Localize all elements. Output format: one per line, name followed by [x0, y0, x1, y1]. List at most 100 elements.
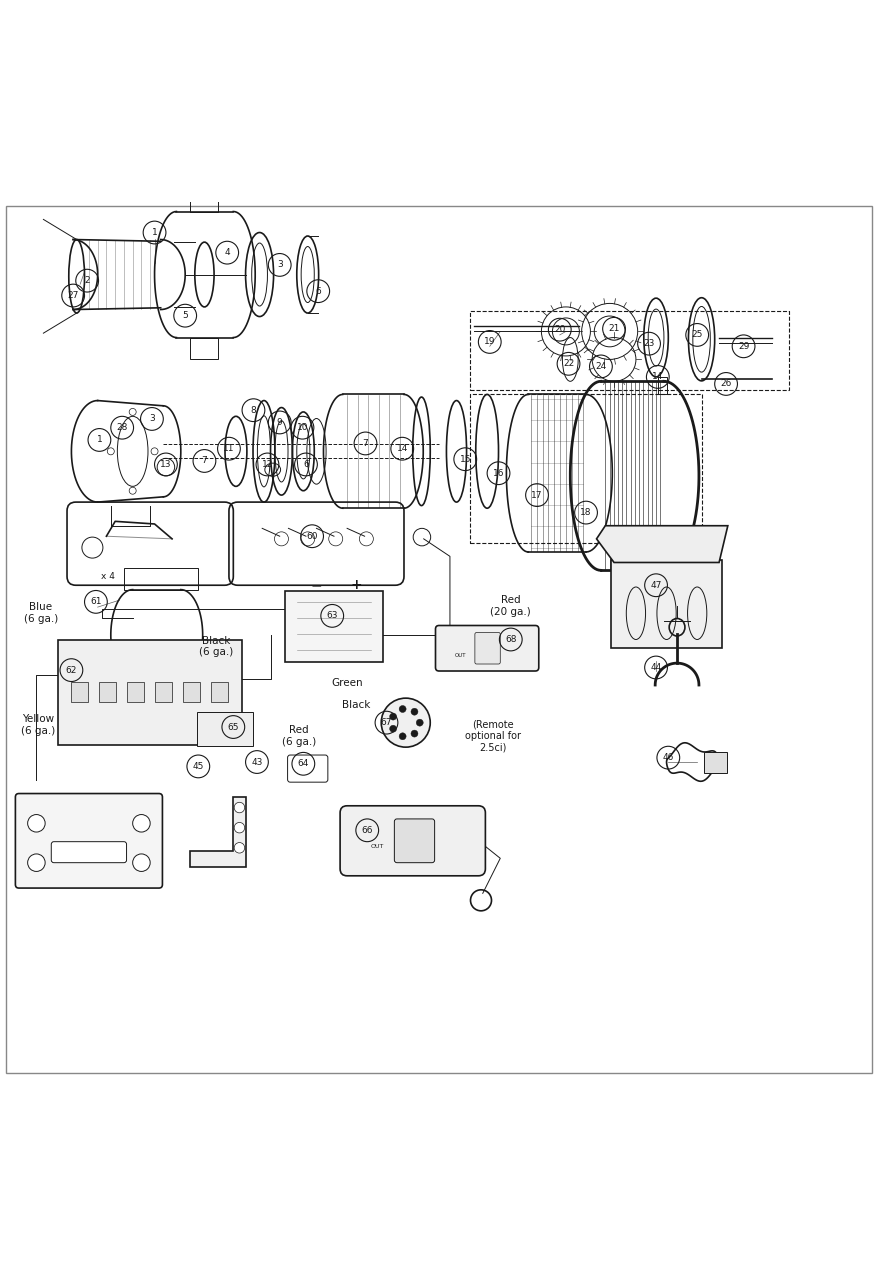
Text: Green: Green — [331, 678, 362, 688]
Text: OUT: OUT — [454, 654, 466, 657]
Text: 61: 61 — [90, 597, 102, 606]
Text: 26: 26 — [719, 380, 731, 389]
Text: 3: 3 — [149, 414, 154, 423]
Text: 2: 2 — [84, 276, 89, 285]
FancyBboxPatch shape — [285, 591, 382, 661]
Text: 9: 9 — [276, 418, 282, 427]
Circle shape — [129, 487, 136, 494]
FancyBboxPatch shape — [339, 806, 485, 876]
Text: IN: IN — [416, 830, 423, 835]
Circle shape — [399, 706, 406, 712]
Text: 28: 28 — [117, 423, 128, 432]
Text: Black: Black — [341, 700, 369, 710]
Text: Yellow
(6 ga.): Yellow (6 ga.) — [21, 715, 55, 737]
Text: 1: 1 — [152, 228, 157, 237]
Text: 11: 11 — [223, 444, 234, 453]
Circle shape — [27, 854, 45, 871]
Circle shape — [389, 725, 396, 732]
Text: 17: 17 — [531, 491, 542, 500]
Text: 22: 22 — [562, 359, 574, 368]
Circle shape — [151, 448, 158, 455]
FancyBboxPatch shape — [51, 842, 126, 862]
Text: 29: 29 — [737, 341, 748, 350]
Text: 14: 14 — [396, 444, 408, 453]
Text: 1: 1 — [96, 435, 103, 444]
Text: 21: 21 — [608, 325, 619, 334]
Text: 68: 68 — [504, 634, 516, 645]
Text: 62: 62 — [66, 665, 77, 674]
FancyBboxPatch shape — [610, 560, 721, 648]
Circle shape — [410, 709, 417, 715]
FancyBboxPatch shape — [394, 819, 434, 862]
Circle shape — [399, 733, 406, 739]
Circle shape — [381, 698, 430, 747]
FancyBboxPatch shape — [182, 683, 200, 702]
Text: 18: 18 — [580, 508, 591, 517]
Polygon shape — [595, 526, 727, 563]
Text: 64: 64 — [297, 760, 309, 769]
FancyBboxPatch shape — [98, 683, 116, 702]
Text: 10: 10 — [296, 423, 308, 432]
Circle shape — [410, 730, 417, 737]
FancyBboxPatch shape — [16, 793, 162, 888]
Text: Blue
(6 ga.): Blue (6 ga.) — [24, 602, 58, 624]
Text: 6: 6 — [315, 286, 321, 295]
Text: 7: 7 — [362, 439, 368, 448]
Text: IN: IN — [493, 640, 498, 645]
Text: 4: 4 — [225, 248, 230, 257]
Circle shape — [132, 815, 150, 833]
Text: 67: 67 — [381, 718, 392, 728]
Text: 43: 43 — [251, 757, 262, 766]
Text: 25: 25 — [691, 330, 702, 339]
Text: 6: 6 — [303, 460, 309, 469]
FancyBboxPatch shape — [435, 625, 538, 671]
Text: Red
(6 ga.): Red (6 ga.) — [282, 725, 316, 747]
FancyBboxPatch shape — [210, 683, 228, 702]
Circle shape — [416, 719, 423, 726]
Circle shape — [234, 802, 245, 812]
Text: 45: 45 — [192, 762, 203, 771]
Text: 66: 66 — [361, 826, 373, 835]
FancyBboxPatch shape — [154, 683, 172, 702]
Text: 12: 12 — [261, 460, 273, 469]
Text: 44: 44 — [650, 663, 661, 671]
Text: 63: 63 — [326, 611, 338, 620]
Text: 23: 23 — [643, 339, 654, 348]
Text: 5: 5 — [182, 311, 188, 320]
Text: 24: 24 — [595, 362, 606, 371]
Text: 20: 20 — [553, 325, 565, 334]
Circle shape — [234, 843, 245, 853]
Circle shape — [129, 408, 136, 416]
Polygon shape — [189, 797, 246, 867]
Circle shape — [27, 815, 45, 833]
Text: Black
(6 ga.): Black (6 ga.) — [198, 636, 232, 657]
Text: 15: 15 — [459, 455, 470, 464]
Text: 14: 14 — [652, 372, 663, 381]
FancyBboxPatch shape — [58, 640, 242, 744]
Text: 27: 27 — [68, 292, 79, 301]
FancyBboxPatch shape — [126, 683, 144, 702]
Circle shape — [107, 448, 114, 455]
Text: 16: 16 — [492, 468, 503, 478]
Text: 19: 19 — [483, 338, 495, 347]
Text: 60: 60 — [306, 532, 317, 541]
FancyBboxPatch shape — [703, 752, 726, 773]
Text: 8: 8 — [250, 405, 256, 414]
Text: 46: 46 — [662, 753, 674, 762]
Circle shape — [132, 854, 150, 871]
FancyBboxPatch shape — [70, 683, 88, 702]
Text: 47: 47 — [650, 581, 661, 590]
Circle shape — [389, 714, 396, 720]
Text: 13: 13 — [160, 460, 172, 469]
Text: 65: 65 — [227, 723, 239, 732]
Text: 3: 3 — [276, 261, 282, 270]
FancyBboxPatch shape — [474, 633, 500, 664]
Text: x 4: x 4 — [101, 572, 115, 581]
Text: OUT: OUT — [371, 844, 384, 849]
Text: +: + — [350, 578, 361, 592]
Circle shape — [234, 822, 245, 833]
Text: Red
(20 ga.): Red (20 ga.) — [490, 596, 531, 616]
FancyBboxPatch shape — [196, 712, 253, 746]
Text: 7: 7 — [202, 457, 207, 466]
Text: (Remote
optional for
2.5ci): (Remote optional for 2.5ci) — [465, 719, 521, 752]
